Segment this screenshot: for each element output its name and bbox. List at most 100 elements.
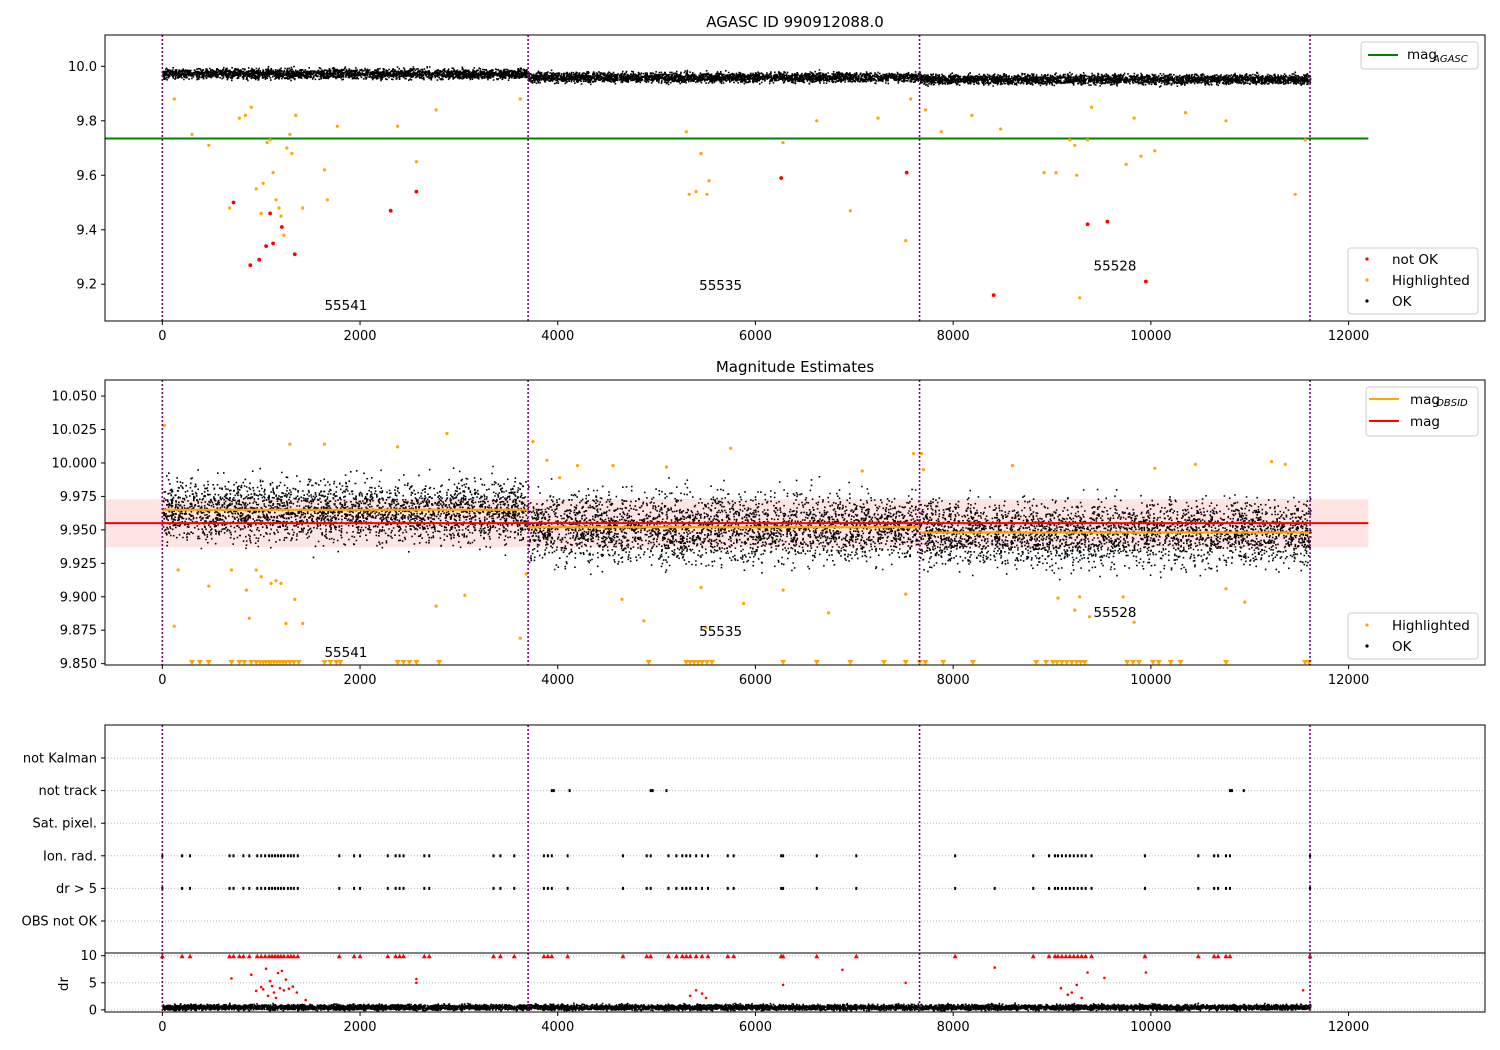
highlighted-point xyxy=(705,192,709,196)
highlighted-point xyxy=(271,171,275,175)
lower-limit-marker xyxy=(1136,659,1143,665)
highlighted-point xyxy=(1124,162,1128,166)
flag-point xyxy=(268,886,271,890)
not-ok-point xyxy=(264,244,268,249)
flag-point xyxy=(1213,854,1216,858)
panel-magnitude-estimates-frame xyxy=(104,379,1486,666)
lower-limit-marker xyxy=(813,659,820,665)
highlighted-point xyxy=(909,97,913,101)
highlighted-point xyxy=(396,124,400,128)
lower-limit-marker xyxy=(1077,659,1084,665)
flag-point xyxy=(855,854,858,858)
flag-point xyxy=(402,886,405,890)
highlighted-point xyxy=(684,130,688,134)
p1-ytick-label: 9.2 xyxy=(76,278,97,293)
flag-point xyxy=(782,886,785,890)
not-ok-point xyxy=(904,170,909,175)
highlighted-point xyxy=(919,452,924,456)
not-ok-point xyxy=(271,241,275,246)
highlighted-point xyxy=(921,468,926,472)
highlighted-point xyxy=(729,446,733,450)
highlighted-point xyxy=(1078,595,1082,599)
highlighted-point xyxy=(322,442,327,446)
flag-point xyxy=(566,854,569,858)
flag-point xyxy=(513,886,516,890)
legend-not-ok-label: not OK xyxy=(1392,252,1439,268)
p4-ytick-label: 5 xyxy=(89,976,97,991)
not-ok-point xyxy=(1105,219,1110,224)
lower-limit-marker xyxy=(1223,659,1230,665)
dr-capped-marker xyxy=(1195,953,1201,959)
highlighted-point xyxy=(434,108,438,112)
highlighted-point xyxy=(687,192,691,196)
highlighted-point xyxy=(642,619,646,623)
lower-limit-marker xyxy=(969,659,976,665)
highlighted-point xyxy=(259,211,263,215)
dr-point xyxy=(1080,996,1083,1000)
flag-point xyxy=(492,854,495,858)
flag-point xyxy=(513,854,516,858)
flag-point xyxy=(248,886,251,890)
lower-limit-marker xyxy=(691,659,698,665)
highlighted-point xyxy=(284,621,288,626)
dr-point xyxy=(254,989,258,993)
dr-capped-marker xyxy=(853,953,859,959)
dr-ok-points xyxy=(162,1002,1312,1012)
highlighted-point xyxy=(939,130,943,134)
dr-capped-marker xyxy=(281,953,287,959)
lower-limit-marker xyxy=(282,659,289,665)
p2-ytick-label: 9.950 xyxy=(60,523,97,538)
flag-point xyxy=(292,854,295,858)
flag-category-label: OBS not OK xyxy=(22,915,98,930)
flag-point xyxy=(1080,886,1083,890)
highlighted-point xyxy=(322,168,327,172)
flag-point xyxy=(1072,886,1075,890)
flag-point xyxy=(621,886,624,890)
panel-agasc-plot: 55541 55535 55528 xyxy=(104,34,1486,322)
highlighted-point xyxy=(172,97,176,101)
dr-point xyxy=(278,986,282,990)
highlighted-point xyxy=(848,209,853,213)
legend-mag-label: mag xyxy=(1410,414,1440,430)
p-3-xtick-label: 12000 xyxy=(1328,1020,1369,1035)
flag-point xyxy=(707,854,710,858)
flag-point xyxy=(499,886,502,890)
lower-limit-marker xyxy=(228,659,235,665)
dr-capped-marker xyxy=(545,953,551,959)
flag-point xyxy=(359,854,362,858)
p-1-xtick-label: 12000 xyxy=(1328,673,1369,688)
highlighted-point xyxy=(575,464,580,468)
flag-point xyxy=(732,854,735,858)
flag-point xyxy=(689,886,692,890)
flag-point xyxy=(782,854,785,858)
dr-capped-marker xyxy=(814,953,820,959)
dr-point xyxy=(688,994,692,998)
highlighted-point xyxy=(970,113,974,117)
lower-limit-marker xyxy=(188,659,195,665)
flag-point xyxy=(423,854,426,858)
highlighted-point xyxy=(228,206,232,210)
highlighted-point xyxy=(1073,608,1077,612)
flag-point xyxy=(1064,886,1067,890)
dr-capped-marker xyxy=(291,953,297,959)
lower-limit-marker xyxy=(847,659,854,665)
flag-point xyxy=(1217,886,1220,890)
p2-ytick-label: 9.975 xyxy=(60,490,97,505)
dr-capped-marker xyxy=(1075,953,1081,959)
p-1-xtick-label: 4000 xyxy=(541,673,574,688)
dr-point xyxy=(266,994,270,998)
lower-limit-marker xyxy=(413,659,420,665)
flag-point xyxy=(423,886,426,890)
highlighted-point xyxy=(664,465,669,469)
not-ok-point xyxy=(292,252,297,257)
lower-limit-marker xyxy=(683,659,690,665)
p-1-xtick-label: 10000 xyxy=(1130,673,1171,688)
highlighted-point xyxy=(301,206,305,210)
flag-point xyxy=(1242,789,1245,793)
flag-point xyxy=(1072,854,1075,858)
flag-point xyxy=(228,886,231,890)
flag-point xyxy=(242,854,245,858)
flag-category-label: not track xyxy=(38,784,97,799)
flag-point xyxy=(353,886,356,890)
highlighted-point xyxy=(912,452,916,456)
